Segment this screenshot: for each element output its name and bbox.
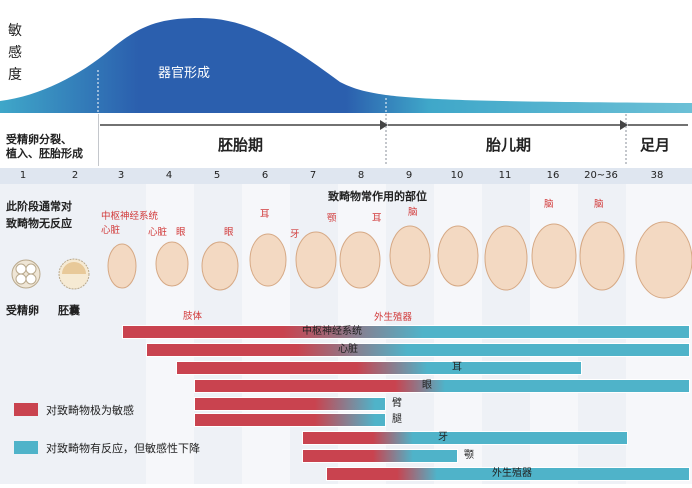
week-label: 9	[405, 170, 413, 181]
bar-leg	[194, 413, 386, 427]
curve-label: 器官形成	[158, 66, 211, 81]
bar-label: 颚	[464, 450, 474, 461]
organ-label: 外生殖器	[374, 312, 413, 323]
embryo-illustrations	[107, 221, 692, 299]
week-label: 2	[71, 170, 79, 181]
stripe	[0, 184, 98, 484]
organ-label: 眼	[176, 227, 186, 238]
affected-parts-title: 致畸物常作用的部位	[328, 190, 427, 203]
bar-teeth	[302, 431, 628, 445]
no-response-note: 此阶段通常对 致畸物无反应	[6, 200, 72, 230]
week-label: 6	[261, 170, 269, 181]
week-label: 11	[498, 170, 512, 181]
organ-label: 脑	[594, 199, 604, 210]
organ-label: 脑	[544, 199, 554, 210]
week-row	[0, 168, 692, 184]
week-label: 20~36	[584, 170, 618, 181]
organ-label: 眼	[224, 227, 234, 238]
bar-arm	[194, 397, 386, 411]
week-label: 4	[165, 170, 173, 181]
week-label: 16	[546, 170, 560, 181]
week-label: 7	[309, 170, 317, 181]
stage-arrows	[98, 114, 688, 166]
bar-cns	[122, 325, 690, 339]
zygote-label: 受精卵	[6, 304, 39, 317]
legend-swatch-sensitive	[14, 403, 38, 416]
organ-label: 心脏	[148, 227, 168, 238]
legend-swatch-reduced	[14, 441, 38, 454]
organ-label: 耳	[372, 213, 382, 224]
early-stage-images	[11, 258, 90, 290]
bar-label: 臂	[392, 398, 402, 409]
bar-label: 中枢神经系统	[302, 326, 362, 337]
bar-label: 耳	[452, 362, 462, 373]
legend-label-reduced: 对致畸物有反应，但敏感性下降	[46, 442, 200, 455]
stage-fetal: 胎儿期	[486, 136, 532, 154]
stage-fullterm: 足月	[640, 136, 671, 154]
organ-label: 脑	[408, 207, 418, 218]
week-label: 38	[650, 170, 664, 181]
bar-palate	[302, 449, 458, 463]
organ-label: 心脏	[101, 225, 121, 236]
stage-pre: 受精卵分裂、 植入、胚胎形成	[6, 133, 83, 160]
bar-label: 腿	[392, 414, 402, 425]
organ-label: 肢体	[183, 311, 203, 322]
week-label: 10	[450, 170, 464, 181]
stage-embryo: 胚胎期	[218, 136, 264, 154]
bar-eye	[194, 379, 690, 393]
organ-label: 颚	[327, 213, 337, 224]
week-label: 5	[213, 170, 221, 181]
legend-label-sensitive: 对致畸物极为敏感	[46, 404, 134, 417]
organ-label: 牙	[290, 229, 300, 240]
y-axis-label: 敏 感 度	[8, 23, 22, 83]
bar-genitalia	[326, 467, 690, 481]
blastocyst-label: 胚囊	[58, 304, 80, 317]
bar-heart	[146, 343, 690, 357]
week-label: 1	[19, 170, 27, 181]
bar-ear	[176, 361, 582, 375]
organ-label: 耳	[260, 209, 270, 220]
bar-label: 牙	[438, 432, 448, 443]
bar-label: 外生殖器	[492, 468, 532, 479]
bar-label: 眼	[422, 380, 432, 391]
bar-label: 心脏	[338, 344, 358, 355]
week-label: 3	[117, 170, 125, 181]
week-label: 8	[357, 170, 365, 181]
sensitivity-curve	[0, 18, 692, 113]
organ-label: 中枢神经系统	[101, 211, 159, 222]
